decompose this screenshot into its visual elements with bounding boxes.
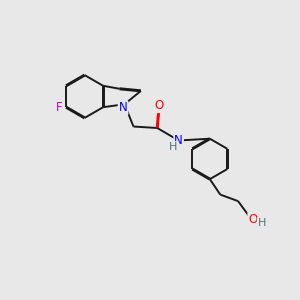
Text: N: N xyxy=(174,134,183,147)
Text: H: H xyxy=(258,218,266,228)
Text: O: O xyxy=(154,99,163,112)
Text: F: F xyxy=(56,101,63,114)
Text: O: O xyxy=(248,213,258,226)
Text: N: N xyxy=(119,101,128,114)
Text: H: H xyxy=(169,142,178,152)
